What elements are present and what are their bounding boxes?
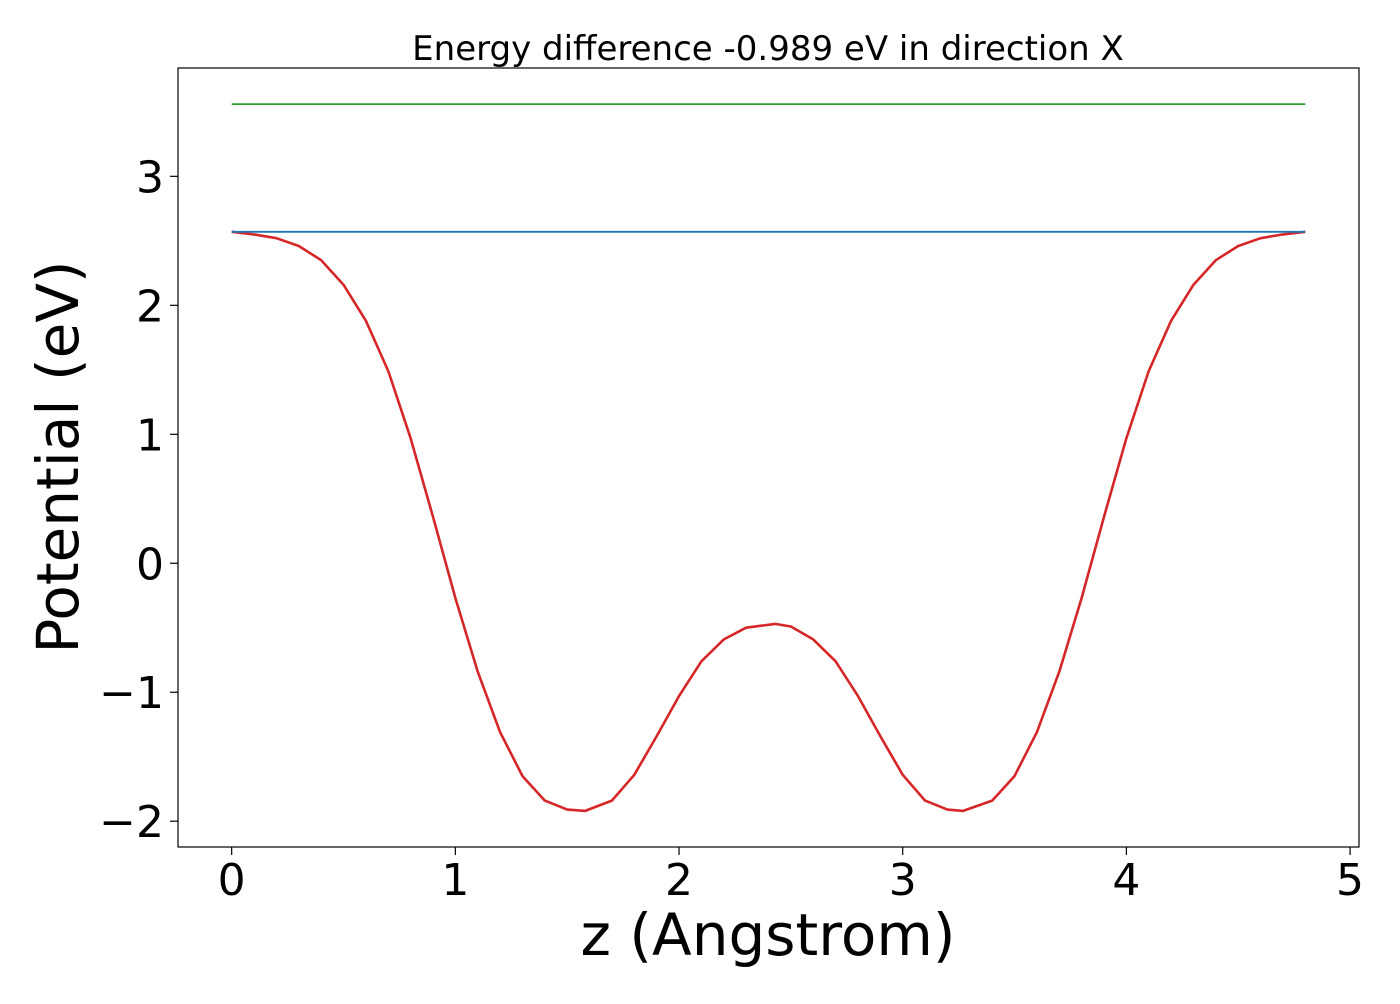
series-layer xyxy=(231,103,1306,813)
y-tick-label: −2 xyxy=(99,797,164,848)
chart-title: Energy difference -0.989 eV in direction… xyxy=(412,29,1124,69)
y-tick-label: 2 xyxy=(136,281,164,332)
x-tick-label: 5 xyxy=(1336,855,1364,906)
plot-frame xyxy=(177,67,1360,848)
x-tick-label: 2 xyxy=(665,855,693,906)
y-tick-label: 1 xyxy=(136,410,164,461)
x-tick-label: 4 xyxy=(1112,855,1140,906)
y-axis: −2 −1 0 1 2 3 xyxy=(99,152,178,848)
x-tick-label: 1 xyxy=(441,855,469,906)
x-tick-label: 3 xyxy=(889,855,917,906)
y-tick-label: 0 xyxy=(136,539,164,590)
y-tick-label: 3 xyxy=(136,152,164,203)
x-axis-title: z (Angstrom) xyxy=(581,901,956,969)
plot-area xyxy=(177,67,1360,848)
x-tick-label: 0 xyxy=(218,855,246,906)
y-axis-title: Potential (eV) xyxy=(24,260,92,653)
y-tick-label: −1 xyxy=(99,668,164,719)
x-axis: 0 1 2 3 4 5 xyxy=(218,847,1364,906)
potential-line xyxy=(231,230,1306,813)
